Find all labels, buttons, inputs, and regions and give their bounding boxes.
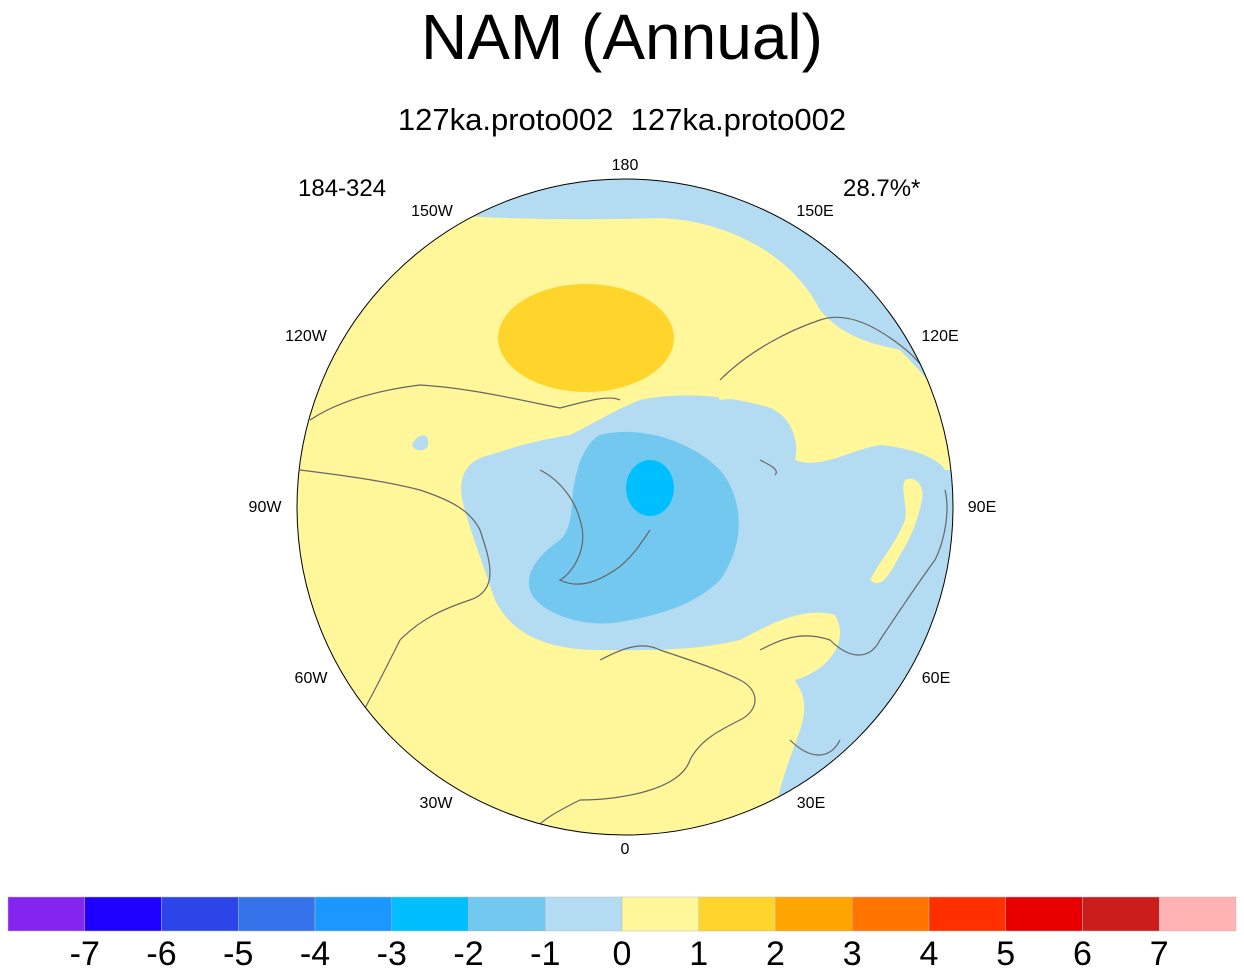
- lon-label-120e: 120E: [921, 328, 958, 345]
- map-boundary: [296, 178, 954, 836]
- negative-anomaly-core: [528, 431, 739, 624]
- colorbar-tick-label: 7: [1149, 935, 1169, 973]
- coastline-hudson-bay-labrador: [299, 469, 491, 751]
- colorbar-swatch: [84, 896, 162, 932]
- lon-label-90e: 90E: [968, 499, 996, 516]
- plot-subtitle: 127ka.proto002 127ka.proto002: [397, 102, 847, 137]
- lon-label-30w: 30W: [420, 795, 454, 812]
- colorbar-swatch: [1082, 896, 1160, 932]
- colorbar-swatch: [545, 896, 623, 932]
- positive-anomaly-east-asia: [870, 478, 923, 584]
- colorbar-tick-label: -7: [69, 935, 100, 973]
- map-field: [297, 179, 953, 835]
- lon-label-150e: 150E: [796, 203, 833, 220]
- colorbar-tick-label: -1: [530, 935, 561, 973]
- colorbar-swatch: [391, 896, 469, 932]
- positive-anomaly-pacific-high: [498, 284, 674, 392]
- colorbar-swatch: [468, 896, 546, 932]
- colorbar-tick-label: 6: [1073, 935, 1092, 973]
- plot-title: NAM (Annual): [421, 1, 823, 73]
- colorbar-swatch: [1005, 896, 1083, 932]
- colorbar-tick-label: 4: [919, 935, 939, 973]
- lon-label-90w: 90W: [249, 499, 283, 516]
- coastline-lake: [759, 459, 777, 476]
- variance-explained-label: 28.7%*: [843, 175, 921, 202]
- negative-anomaly-center: [626, 460, 674, 516]
- colorbar-tick-label: 5: [996, 935, 1016, 973]
- colorbar-swatch: [928, 896, 1006, 932]
- colorbar-swatch: [621, 896, 699, 932]
- coastline-greenland: [539, 469, 651, 585]
- colorbar-swatch: [314, 896, 392, 932]
- coastline-europe: [529, 645, 756, 835]
- lon-label-150w: 150W: [411, 203, 454, 220]
- colorbar-swatch: [161, 896, 239, 932]
- colorbar-tick-label: 1: [689, 935, 709, 973]
- lon-label-30e: 30E: [797, 795, 825, 812]
- colorbar-swatch: [698, 896, 776, 932]
- year-range-label: 184-324: [298, 175, 387, 202]
- lon-label-60e: 60E: [922, 670, 950, 687]
- coastline-caspian: [789, 739, 841, 756]
- colorbar-swatch: [1159, 896, 1237, 932]
- negative-anomaly-patch: [412, 435, 429, 451]
- colorbar-tick-label: 3: [842, 935, 862, 973]
- colorbar-tick-label: -5: [223, 935, 254, 973]
- colorbar-tick-label: -3: [376, 935, 407, 973]
- colorbar-tick-label: -4: [299, 935, 331, 973]
- colorbar-swatch: [7, 896, 85, 932]
- colorbar: [7, 896, 1237, 932]
- lon-label-60w: 60W: [295, 670, 329, 687]
- coastline-north-asia: [759, 489, 948, 656]
- colorbar-swatch: [238, 896, 316, 932]
- colorbar-tick-label: -2: [453, 935, 484, 973]
- colorbar-tick-label: 2: [766, 935, 785, 973]
- colorbar-swatch: [775, 896, 853, 932]
- coastline-north-america-arctic: [309, 384, 621, 421]
- positive-anomaly-asia-region: [718, 330, 945, 459]
- colorbar-swatch: [852, 896, 930, 932]
- lon-label-120w: 120W: [285, 328, 328, 345]
- lon-label-0: 0: [621, 841, 630, 858]
- lon-label-180: 180: [612, 157, 639, 174]
- colorbar-tick-label: 0: [612, 935, 632, 973]
- colorbar-tick-label: -6: [146, 935, 177, 973]
